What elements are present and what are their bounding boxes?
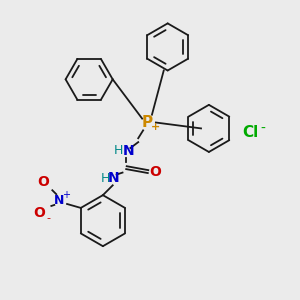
Text: O: O bbox=[38, 176, 50, 189]
Text: Cl: Cl bbox=[242, 125, 258, 140]
Text: -: - bbox=[260, 122, 265, 135]
Text: +: + bbox=[151, 122, 160, 132]
Text: N: N bbox=[123, 144, 134, 158]
Text: O: O bbox=[149, 165, 161, 178]
Text: O: O bbox=[34, 206, 46, 220]
Text: N: N bbox=[108, 172, 119, 185]
Text: -: - bbox=[46, 213, 50, 223]
Text: H: H bbox=[114, 145, 123, 158]
Text: N: N bbox=[54, 194, 64, 207]
Text: H: H bbox=[101, 172, 110, 185]
Text: P: P bbox=[142, 115, 153, 130]
Text: +: + bbox=[62, 190, 70, 200]
